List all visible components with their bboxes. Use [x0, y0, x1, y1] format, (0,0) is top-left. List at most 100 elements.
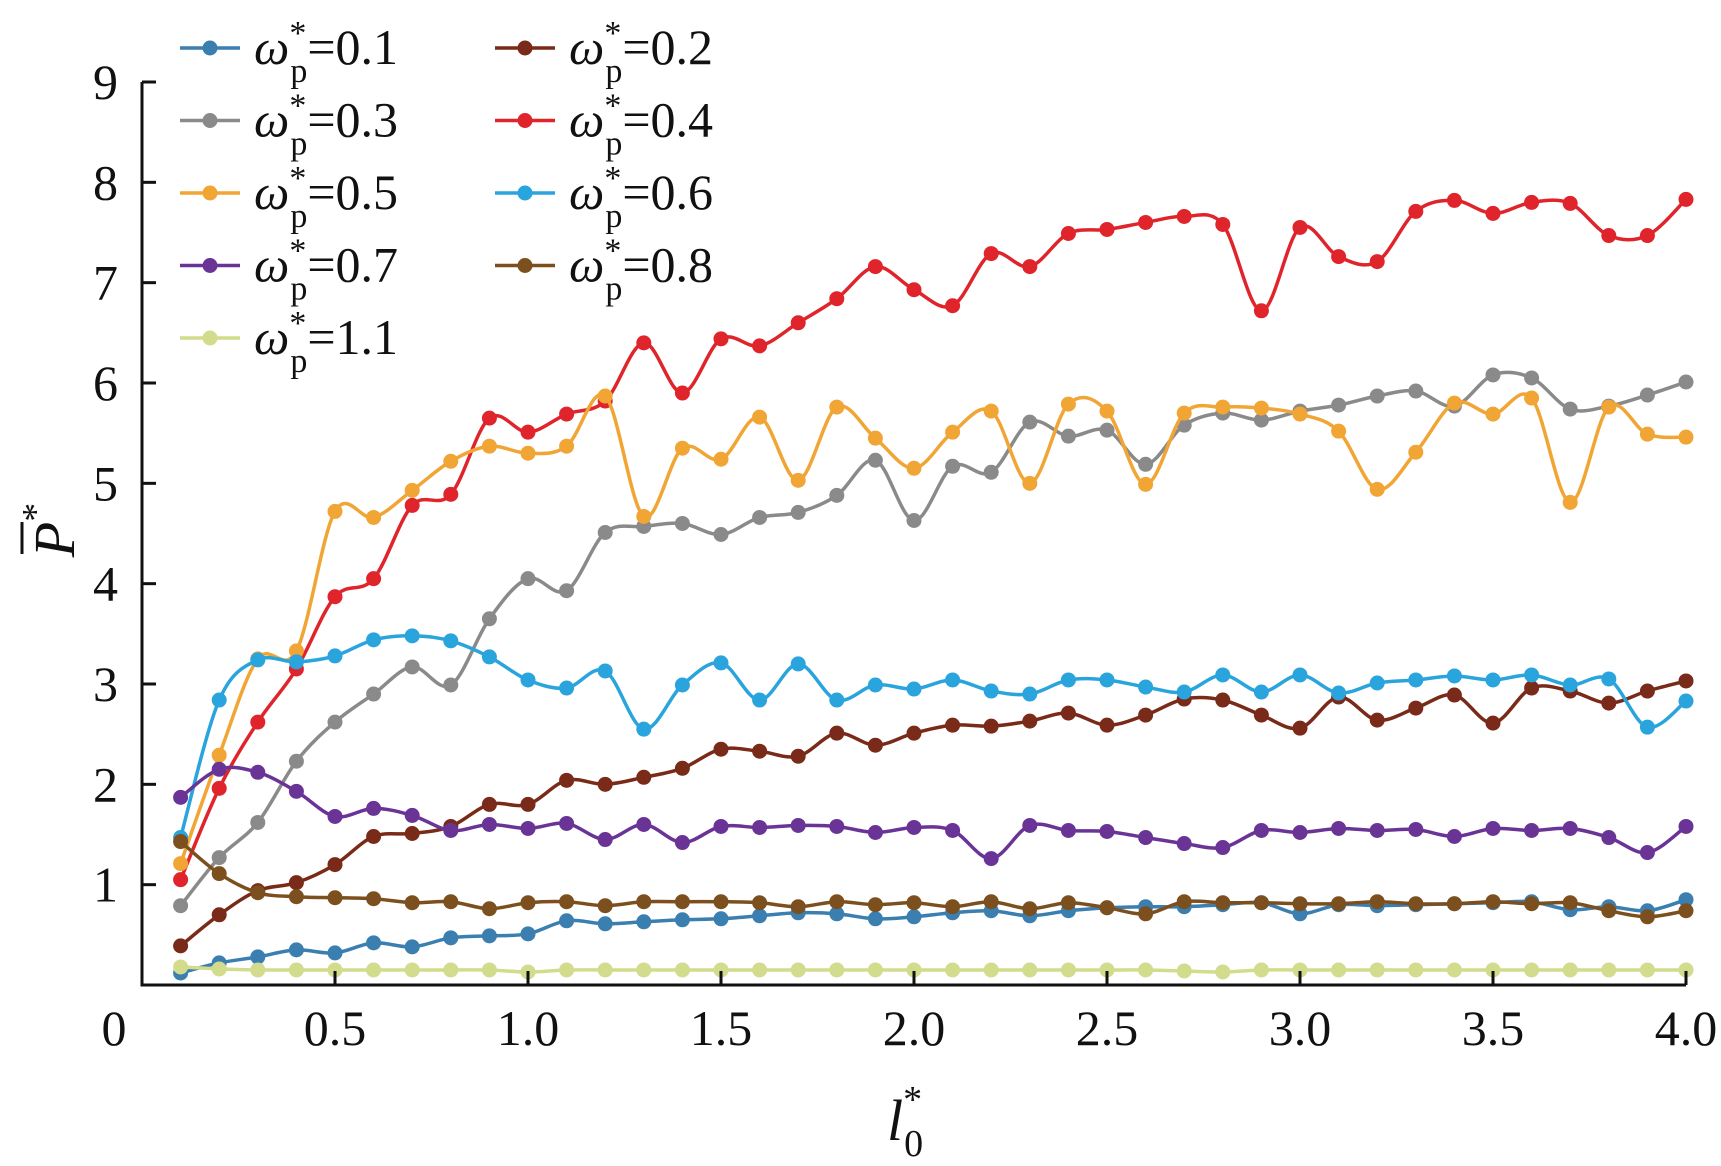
- data-point: [790, 962, 806, 978]
- series-line: [180, 965, 1686, 974]
- data-point: [906, 909, 922, 925]
- data-point: [713, 818, 729, 834]
- data-point: [1524, 680, 1540, 696]
- data-point: [1331, 685, 1347, 701]
- data-point: [597, 776, 613, 792]
- y-tick-label: 8: [93, 154, 118, 210]
- data-point: [288, 962, 304, 978]
- data-point: [906, 962, 922, 978]
- data-point: [1331, 896, 1347, 912]
- data-point: [1408, 203, 1424, 219]
- data-point: [1639, 719, 1655, 735]
- data-point: [1678, 673, 1694, 689]
- data-point: [1292, 219, 1308, 235]
- data-point: [250, 714, 266, 730]
- series-2: [173, 367, 1694, 914]
- data-point: [1524, 896, 1540, 912]
- data-point: [173, 856, 189, 872]
- svg-text:P*: P*: [15, 503, 87, 558]
- data-point: [1485, 894, 1501, 910]
- series-line: [178, 392, 1687, 865]
- data-point: [1446, 687, 1462, 703]
- data-point: [559, 962, 575, 978]
- data-point: [1408, 383, 1424, 399]
- legend-label: ω* p=0.8: [569, 233, 713, 308]
- data-point: [906, 819, 922, 835]
- data-point: [443, 677, 459, 693]
- data-point: [1485, 715, 1501, 731]
- series-8: [173, 959, 1694, 980]
- data-point: [1562, 820, 1578, 836]
- data-point: [404, 628, 420, 644]
- data-point: [327, 857, 343, 873]
- data-point: [404, 962, 420, 978]
- data-point: [1331, 820, 1347, 836]
- data-point: [1678, 693, 1694, 709]
- data-point: [752, 819, 768, 835]
- data-point: [173, 834, 189, 850]
- data-point: [327, 714, 343, 730]
- data-point: [1485, 406, 1501, 422]
- data-point: [674, 385, 690, 401]
- data-point: [1060, 962, 1076, 978]
- data-point: [1215, 840, 1231, 856]
- data-point: [1524, 370, 1540, 386]
- data-point: [752, 692, 768, 708]
- data-point: [366, 571, 382, 587]
- data-point: [790, 817, 806, 833]
- data-point: [1022, 259, 1038, 275]
- data-point: [1678, 903, 1694, 919]
- data-point: [1601, 228, 1617, 244]
- data-point: [404, 825, 420, 841]
- data-point: [983, 851, 999, 867]
- data-point: [1060, 822, 1076, 838]
- data-point: [636, 769, 652, 785]
- data-point: [1369, 254, 1385, 270]
- data-point: [481, 410, 497, 426]
- data-point: [1138, 456, 1154, 472]
- data-point: [1678, 962, 1694, 978]
- data-point: [1678, 892, 1694, 908]
- data-point: [713, 527, 729, 543]
- series-line: [179, 679, 1687, 948]
- data-point: [1485, 367, 1501, 383]
- y-tick-label: 1: [93, 857, 118, 913]
- data-point: [945, 424, 961, 440]
- data-point: [1562, 401, 1578, 417]
- data-point: [1253, 412, 1269, 428]
- data-point: [173, 959, 189, 975]
- data-point: [250, 652, 266, 668]
- data-point: [1138, 476, 1154, 492]
- legend-swatch-marker: [517, 185, 533, 201]
- legend-label: ω* p=0.6: [569, 160, 713, 235]
- data-point: [1176, 208, 1192, 224]
- data-point: [1176, 405, 1192, 421]
- data-point: [1639, 228, 1655, 244]
- data-point: [481, 962, 497, 978]
- data-point: [1292, 406, 1308, 422]
- data-point: [559, 772, 575, 788]
- data-point: [1099, 221, 1115, 237]
- data-point: [404, 659, 420, 675]
- data-point: [829, 962, 845, 978]
- data-point: [1601, 903, 1617, 919]
- x-tick-label: 1.5: [690, 1000, 753, 1056]
- data-point: [1369, 388, 1385, 404]
- legend-swatch-marker: [517, 40, 533, 56]
- data-point: [945, 822, 961, 838]
- data-point: [1485, 672, 1501, 688]
- data-point: [1253, 895, 1269, 911]
- data-point: [1446, 962, 1462, 978]
- x-tick-label: 4.0: [1655, 1000, 1718, 1056]
- data-point: [327, 648, 343, 664]
- legend-swatch-marker: [202, 185, 218, 201]
- data-point: [173, 872, 189, 888]
- data-point: [1446, 896, 1462, 912]
- y-tick-label: 4: [93, 556, 118, 612]
- data-point: [288, 753, 304, 769]
- data-point: [790, 315, 806, 331]
- data-point: [1138, 830, 1154, 846]
- data-point: [713, 911, 729, 927]
- data-point: [443, 453, 459, 469]
- data-point: [327, 589, 343, 605]
